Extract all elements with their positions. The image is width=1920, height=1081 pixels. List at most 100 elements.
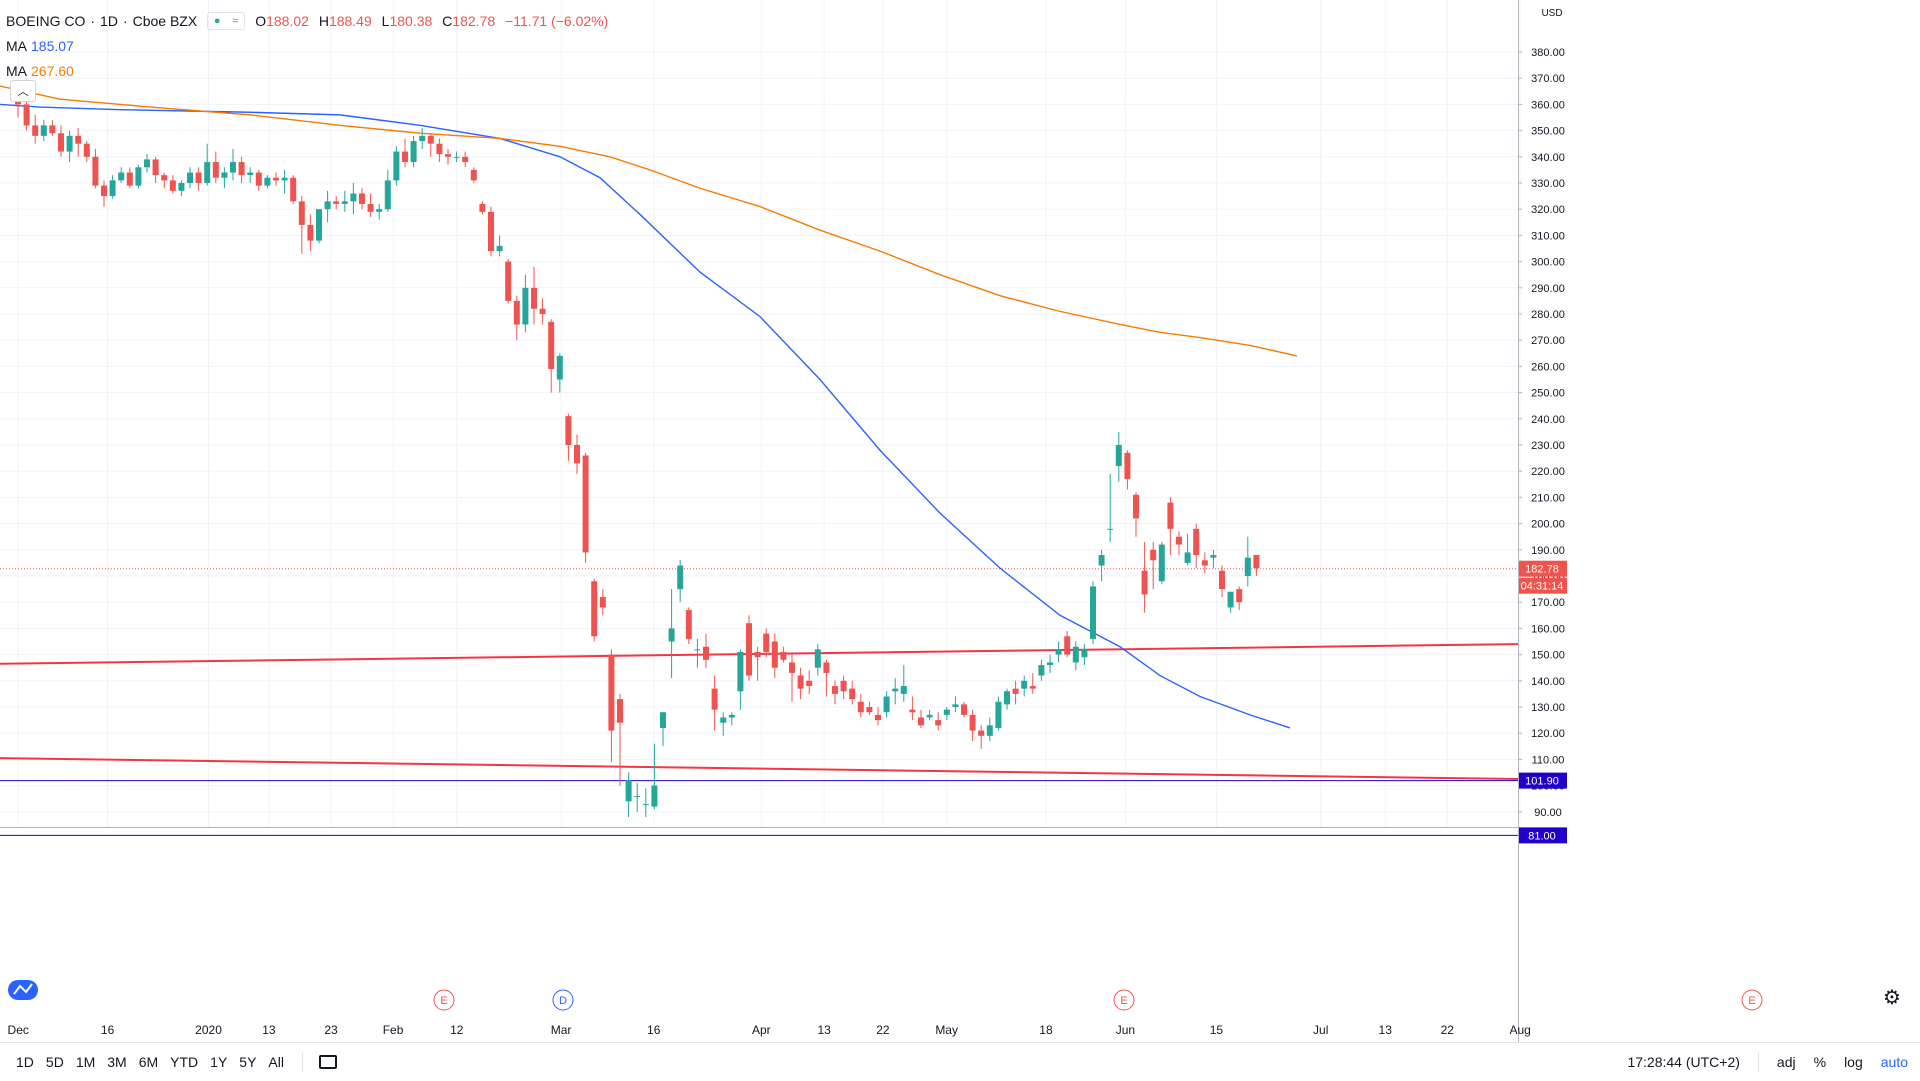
y-tick-label: 370.00 [1531, 73, 1565, 85]
interval-label[interactable]: 1D [100, 12, 118, 29]
candle-down [195, 167, 202, 191]
price-axis[interactable]: 90.00100.00110.00120.00130.00140.00150.0… [1518, 0, 1565, 1042]
range-ytd[interactable]: YTD [170, 1053, 199, 1070]
candle-body [1107, 528, 1114, 530]
candle-down [126, 167, 133, 189]
settings-gear-icon[interactable]: ⚙ [1883, 987, 1901, 1009]
x-tick-label: Feb [383, 1023, 404, 1037]
candle-down [255, 169, 262, 191]
candle-body [582, 455, 589, 553]
trend-lines[interactable] [0, 643, 1519, 781]
clock-time[interactable]: 17:28:44 (UTC+2) [1627, 1054, 1740, 1070]
horizontal-line-price-label-bg [1519, 772, 1567, 789]
candle-body [32, 125, 39, 136]
candle-body [178, 183, 185, 191]
time-axis[interactable]: Dec 16 2020 13 23 Feb 12 Mar 16 Apr 13 22 May 18 Jun 15… [0, 827, 1531, 1038]
candle-body [1141, 570, 1148, 595]
candle-body [1038, 665, 1045, 676]
candle-body [1064, 636, 1071, 655]
candle-down [169, 175, 176, 194]
candle-body [720, 717, 727, 723]
range-all[interactable]: All [268, 1053, 284, 1070]
goto-date-calendar-icon[interactable] [318, 1054, 337, 1069]
candle-down [703, 633, 709, 668]
ma2-row[interactable]: MA 267.60 [6, 58, 608, 83]
candle-body [943, 709, 950, 715]
candle-down [797, 667, 804, 700]
dividend-marker[interactable]: D [552, 989, 574, 1011]
earnings-marker[interactable]: E [1113, 989, 1135, 1011]
candle-body [849, 688, 856, 700]
candle-down [505, 258, 512, 304]
candle-body [1115, 445, 1122, 466]
y-tick-label: 300.00 [1531, 257, 1565, 269]
range-1m[interactable]: 1M [75, 1053, 96, 1070]
candle-down [754, 646, 761, 681]
trend-line[interactable] [0, 757, 1519, 781]
candle-down [359, 188, 365, 210]
y-tick-label: 350.00 [1531, 126, 1565, 138]
symbol-row[interactable]: BOEING CO · 1D · Cboe BZX ● ≈ O188.02 H1… [6, 8, 608, 33]
candle-up [1244, 536, 1251, 587]
horizontal-lines[interactable] [0, 568, 1518, 836]
chart-logo-icon[interactable] [8, 980, 38, 1000]
ma2-value: 267.60 [31, 62, 74, 79]
symbol-name[interactable]: BOEING CO [6, 12, 86, 29]
axis-price-labels: 182.78 04:31:14 101.90 81.00 [1519, 560, 1567, 844]
candle-body [952, 704, 959, 707]
horizontal-line-price-label: 101.90 [1525, 776, 1559, 788]
candle-down [789, 654, 795, 702]
candle-body [384, 180, 391, 210]
currency-label[interactable]: USD [1541, 8, 1562, 19]
event-label: E [1120, 995, 1127, 1007]
range-1d[interactable]: 1D [16, 1053, 34, 1070]
collapse-legend-button[interactable]: ︿ [10, 80, 36, 102]
candle-up [634, 782, 641, 812]
earnings-marker[interactable]: E [433, 989, 455, 1011]
range-1y[interactable]: 1Y [210, 1053, 228, 1070]
ma1-row[interactable]: MA 185.07 [6, 33, 608, 58]
candle-body [737, 651, 744, 692]
candle-body [711, 688, 718, 710]
candle-body [453, 156, 460, 158]
x-tick-label: Apr [752, 1023, 771, 1037]
candle-body [496, 245, 503, 252]
candle-down [875, 707, 881, 726]
candle-body [298, 201, 305, 225]
range-5y[interactable]: 5Y [239, 1053, 257, 1070]
candle-body [1227, 591, 1234, 608]
percent-toggle[interactable]: % [1813, 1054, 1827, 1070]
candle-down [488, 206, 494, 257]
candle-body [1081, 649, 1088, 658]
earnings-marker[interactable]: E [1741, 989, 1763, 1011]
auto-scale-toggle[interactable]: auto [1880, 1054, 1908, 1070]
candle-up [178, 180, 185, 197]
candle-up [694, 638, 701, 668]
candle-up [384, 169, 391, 212]
candle-body [531, 287, 537, 309]
adjust-toggle[interactable]: adj [1776, 1054, 1796, 1070]
candle-down [832, 680, 838, 705]
y-tick-label: 120.00 [1531, 728, 1565, 740]
candle-body [1029, 686, 1036, 689]
y-tick-label: 150.00 [1531, 650, 1565, 662]
candle-body [350, 193, 357, 202]
last-price-label: 182.78 [1525, 564, 1559, 576]
range-6m[interactable]: 6M [138, 1053, 159, 1070]
x-tick-label: 16 [647, 1023, 661, 1037]
ma1-value: 185.07 [31, 37, 74, 54]
candle-body [58, 133, 64, 152]
candle-down [1253, 555, 1260, 576]
status-badges[interactable]: ● ≈ [207, 11, 246, 30]
candle-up [668, 589, 675, 679]
candle-down [470, 167, 477, 183]
range-5d[interactable]: 5D [45, 1053, 64, 1070]
candle-down [918, 709, 924, 728]
candle-down [1236, 586, 1243, 611]
candle-up [316, 209, 322, 244]
range-3m[interactable]: 3M [107, 1053, 127, 1070]
log-toggle[interactable]: log [1844, 1054, 1863, 1070]
y-tick-label: 210.00 [1531, 492, 1565, 504]
